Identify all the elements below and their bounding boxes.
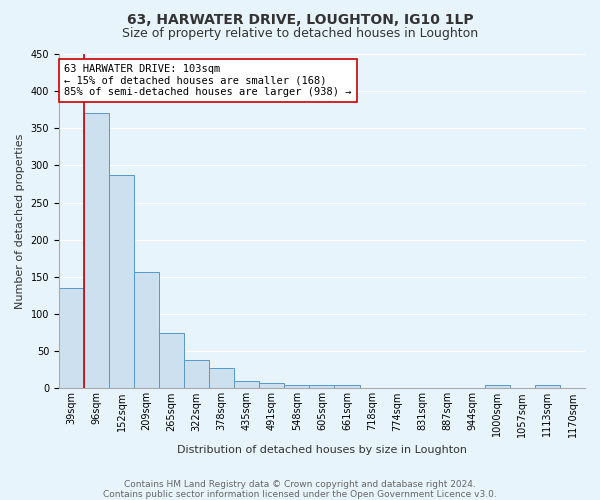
- Bar: [159, 332, 184, 388]
- Bar: [310, 384, 334, 388]
- Text: 63, HARWATER DRIVE, LOUGHTON, IG10 1LP: 63, HARWATER DRIVE, LOUGHTON, IG10 1LP: [127, 12, 473, 26]
- Bar: [284, 384, 310, 388]
- Bar: [59, 288, 84, 388]
- Bar: [84, 114, 109, 388]
- Bar: [334, 386, 359, 388]
- Text: Contains HM Land Registry data © Crown copyright and database right 2024.: Contains HM Land Registry data © Crown c…: [124, 480, 476, 489]
- Bar: [234, 381, 259, 388]
- Bar: [184, 360, 209, 388]
- Bar: [209, 368, 234, 388]
- Bar: [485, 384, 510, 388]
- Y-axis label: Number of detached properties: Number of detached properties: [15, 134, 25, 309]
- X-axis label: Distribution of detached houses by size in Loughton: Distribution of detached houses by size …: [177, 445, 467, 455]
- Bar: [134, 272, 159, 388]
- Text: Size of property relative to detached houses in Loughton: Size of property relative to detached ho…: [122, 28, 478, 40]
- Bar: [109, 175, 134, 388]
- Text: 63 HARWATER DRIVE: 103sqm
← 15% of detached houses are smaller (168)
85% of semi: 63 HARWATER DRIVE: 103sqm ← 15% of detac…: [64, 64, 352, 97]
- Text: Contains public sector information licensed under the Open Government Licence v3: Contains public sector information licen…: [103, 490, 497, 499]
- Bar: [535, 384, 560, 388]
- Bar: [259, 383, 284, 388]
